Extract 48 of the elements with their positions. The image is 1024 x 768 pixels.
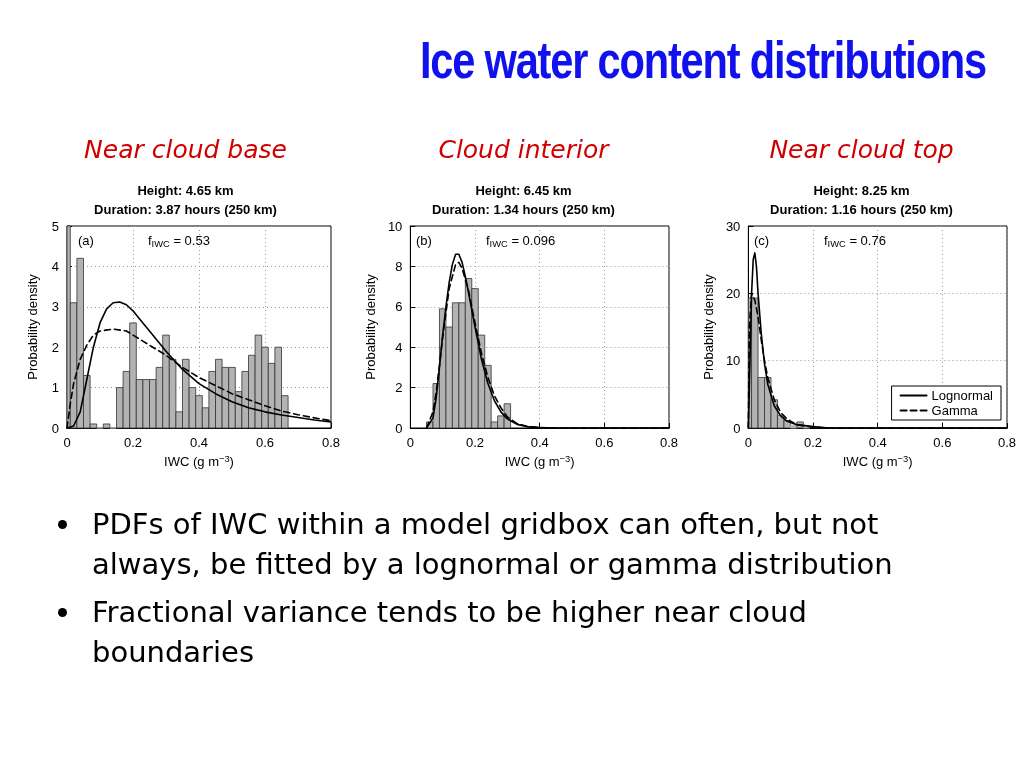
x-tick-label: 0.2	[123, 435, 143, 450]
x-tick-label: 0.8	[997, 435, 1017, 450]
y-tick-label: 30	[725, 218, 741, 234]
y-tick-label: 1	[51, 380, 59, 396]
y-tick-label: 3	[51, 299, 59, 315]
x-tick-label: 0.2	[803, 435, 823, 450]
chart-title: Near cloud top	[768, 134, 955, 166]
y-tick-label: 4	[51, 258, 59, 274]
chart-subtitle: Height: 8.25 km Duration: 1.16 hours (250 km)	[770, 183, 953, 217]
x-tick-label: 0	[744, 435, 752, 450]
y-tick-label: 2	[51, 339, 59, 355]
text: Ice water content distributions	[418, 30, 986, 90]
x-tick-label: 0.4	[868, 435, 887, 450]
y-axis-title: Probability density	[701, 273, 716, 380]
y-tick-label: 20	[725, 285, 741, 301]
y-tick-label: 0	[395, 420, 403, 436]
legend-label: Gamma	[931, 403, 979, 418]
chart-title: Near cloud base	[83, 134, 288, 166]
annotation: (a)	[78, 233, 94, 248]
x-tick-label: 0.4	[189, 435, 209, 450]
y-tick-label: 5	[51, 218, 59, 234]
annotation: (b)	[416, 233, 432, 248]
annotation: (c)	[754, 233, 770, 248]
x-tick-label: 0.8	[321, 435, 341, 450]
x-tick-label: 0.2	[465, 435, 485, 450]
x-tick-label: 0	[406, 435, 414, 450]
y-tick-label: 0	[733, 420, 741, 436]
chart-subtitle: Height: 4.65 km Duration: 3.87 hours (250 km)	[94, 183, 277, 217]
y-axis-title: Probability density	[25, 273, 40, 380]
y-tick-label: 0	[51, 420, 59, 436]
y-tick-label: 10	[725, 353, 741, 369]
x-tick-label: 0.6	[255, 435, 275, 450]
x-tick-label: 0	[63, 435, 71, 450]
text: Fractional variance tends to be higher near cloud boundaries	[92, 594, 808, 671]
text: PDFs of IWC within a model gridbox can often, but not always, be fitted by a lognormal or gamma distribution	[92, 506, 894, 583]
x-tick-label: 0.6	[933, 435, 952, 450]
chart-title: Cloud interior	[437, 134, 611, 166]
y-axis-title: Probability density	[363, 273, 378, 380]
y-tick-label: 4	[395, 339, 403, 355]
x-tick-label: 0.6	[595, 435, 614, 450]
x-tick-label: 0.4	[530, 435, 549, 450]
y-tick-label: 8	[395, 258, 403, 274]
y-tick-label: 6	[395, 299, 403, 315]
x-tick-label: 0.8	[659, 435, 679, 450]
legend-label: Lognormal	[931, 388, 994, 403]
y-tick-label: 2	[395, 380, 403, 396]
chart-subtitle: Height: 6.45 km Duration: 1.34 hours (250 km)	[432, 183, 615, 217]
y-tick-label: 10	[387, 218, 403, 234]
